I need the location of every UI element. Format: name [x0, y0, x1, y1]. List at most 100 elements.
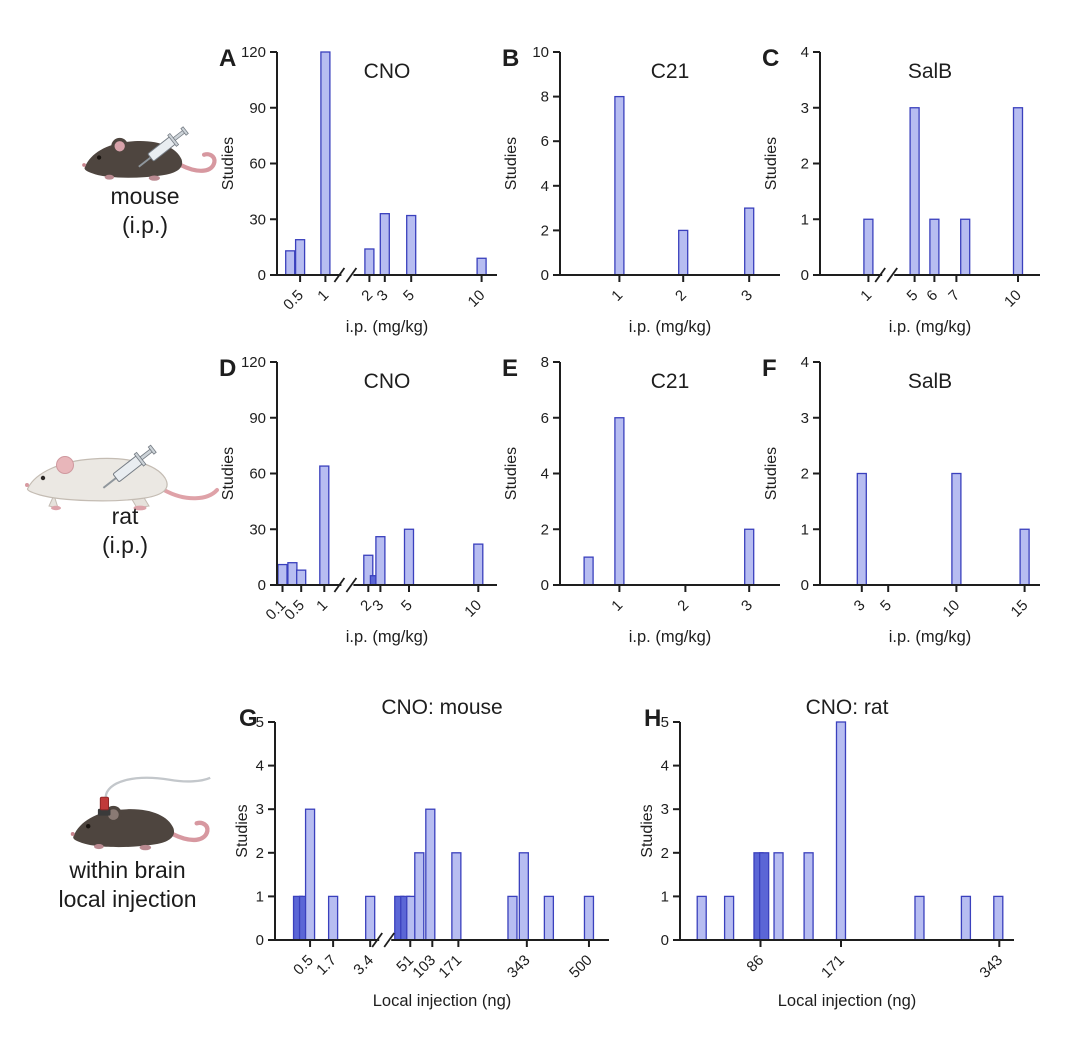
y-tick-label: 0 [256, 932, 264, 949]
x-tick-label: 2 [674, 597, 692, 615]
rat-front-foot [51, 505, 61, 511]
bar-2 [364, 248, 375, 276]
panel-letter: B [502, 45, 519, 72]
x-tick-label: 0.5 [280, 287, 307, 314]
y-tick-label: 8 [541, 89, 549, 106]
y-tick-label: 0 [541, 577, 549, 594]
row1-label-line2: (i.p.) [122, 212, 168, 238]
panel-letter: A [219, 45, 236, 72]
bar-10 [473, 543, 484, 586]
bar-10 [476, 257, 487, 276]
x-tick-label: 5 [400, 287, 418, 305]
x-tick-label: 500 [566, 952, 596, 982]
row3-label: within brain local injection [25, 856, 230, 914]
x-tick-label: 1 [314, 287, 332, 305]
y-tick-label: 3 [801, 410, 809, 427]
mouse-front-foot [104, 174, 115, 180]
x-tick-label: 5 [904, 287, 922, 305]
x-axis-label: i.p. (mg/kg) [346, 318, 429, 336]
y-tick-label: 60 [249, 156, 266, 173]
y-tick-label: 2 [801, 156, 809, 173]
y-tick-label: 0 [801, 267, 809, 284]
bar [960, 218, 971, 276]
x-tick-label: 1 [857, 287, 875, 305]
y-tick-label: 120 [241, 354, 266, 371]
bar-0.5 [296, 569, 307, 586]
syringe-icon [138, 126, 189, 168]
y-axis-label: Studies [763, 137, 780, 190]
y-tick-label: 4 [661, 758, 669, 775]
row2-label-line1: rat [111, 503, 139, 529]
y-tick-label: 2 [256, 845, 264, 862]
bar-3 [375, 536, 386, 586]
bar [507, 895, 518, 941]
rat-tail [162, 488, 219, 501]
chart-title: C21 [651, 370, 690, 393]
chart-svg-H: 0 1 2 3 4 5 86 171 343 CNO: rat H Local injection (… [639, 696, 1014, 1010]
chart-panel-H: 0 1 2 3 4 5 86 171 343 CNO: rat H Local injection (… [638, 690, 1068, 1040]
y-tick-label: 0 [661, 932, 669, 949]
y-tick-label: 0 [541, 267, 549, 284]
bar-343 [518, 852, 529, 941]
y-tick-label: 30 [249, 211, 266, 228]
y-tick-label: 0 [258, 267, 266, 284]
y-axis-label: Studies [220, 447, 237, 500]
chart-svg-A: 0 30 60 90 120 0.5 1 23 5 10 CNO Ai.p. (mg/kg) Studi… [219, 44, 497, 336]
row2-animal [18, 438, 223, 523]
x-tick-label: 2 [672, 287, 690, 305]
panel-letter: C [762, 45, 779, 72]
x-tick-label: 5 [877, 597, 895, 615]
mouse-nose [70, 832, 75, 836]
bar-3.4 [365, 895, 376, 941]
y-tick-label: 30 [249, 521, 266, 538]
y-axis-label: Studies [234, 804, 251, 857]
bar-5 [909, 107, 920, 276]
bar [583, 556, 594, 586]
axis-break-slash [345, 267, 358, 283]
axis-break-slash [874, 267, 886, 283]
bar [414, 852, 425, 941]
y-axis-label: Studies [503, 447, 520, 500]
y-axis-label: Studies [763, 447, 780, 500]
chart-title: C21 [651, 60, 690, 83]
bar-0.5 [294, 239, 306, 276]
chart-title: CNO [364, 60, 411, 83]
mouse-nose [82, 163, 86, 167]
x-axis-label: i.p. (mg/kg) [889, 318, 972, 336]
x-tick-label: 3 [738, 287, 756, 305]
y-tick-label: 6 [541, 410, 549, 427]
mouse-ip-illustration [82, 126, 217, 181]
x-tick-label: 343 [504, 952, 534, 982]
chart-svg-C: 0 1 2 3 4 1 5 6 7 10 SalB Ci.p. (mg/kg) Studies [762, 44, 1040, 336]
cannula-cap [99, 796, 110, 811]
x-tick-label: 3 [369, 597, 387, 615]
mouse-eye [85, 824, 91, 829]
x-tick-label: 3 [374, 287, 392, 305]
chart-title: SalB [908, 60, 952, 83]
x-axis-label: i.p. (mg/kg) [629, 318, 712, 336]
mouse-cannula-illustration [70, 776, 211, 851]
bar-15 [1019, 528, 1030, 586]
row1-label: mouse (i.p.) [60, 182, 230, 240]
chart-title: CNO: rat [806, 696, 889, 719]
axis-break-slash [345, 577, 358, 593]
bar-171 [835, 721, 847, 941]
mouse-body [73, 809, 175, 848]
bar [803, 852, 814, 941]
panel-letter: D [219, 355, 236, 382]
x-axis-label: i.p. (mg/kg) [629, 628, 712, 646]
y-tick-label: 3 [256, 801, 264, 818]
y-tick-label: 4 [541, 466, 549, 483]
panel-letter: E [502, 355, 518, 382]
x-tick-label: 10 [461, 597, 485, 621]
row1-label-line1: mouse [110, 183, 180, 209]
y-tick-label: 0 [801, 577, 809, 594]
x-axis-label: Local injection (ng) [373, 992, 512, 1010]
x-tick-label: 6 [923, 287, 941, 305]
